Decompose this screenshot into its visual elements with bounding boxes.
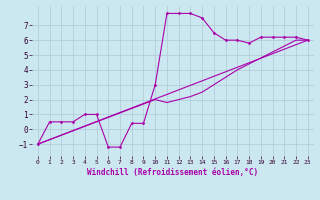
X-axis label: Windchill (Refroidissement éolien,°C): Windchill (Refroidissement éolien,°C) [87, 168, 258, 177]
